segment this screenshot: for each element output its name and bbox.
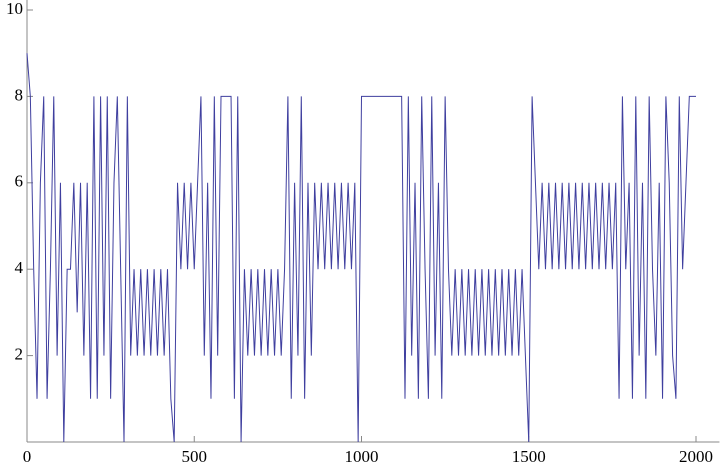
x-tick-label: 2000 (679, 447, 713, 466)
x-tick-label: 1500 (512, 447, 546, 466)
y-tick-label: 10 (6, 0, 23, 18)
y-tick-label: 8 (15, 85, 24, 104)
x-tick-label: 500 (182, 447, 208, 466)
x-tick-label: 1000 (345, 447, 379, 466)
x-tick-label: 0 (23, 447, 32, 466)
y-tick-label: 6 (15, 172, 24, 191)
y-tick-label: 2 (15, 345, 24, 364)
y-tick-label: 4 (15, 258, 24, 277)
data-line (26, 53, 696, 443)
